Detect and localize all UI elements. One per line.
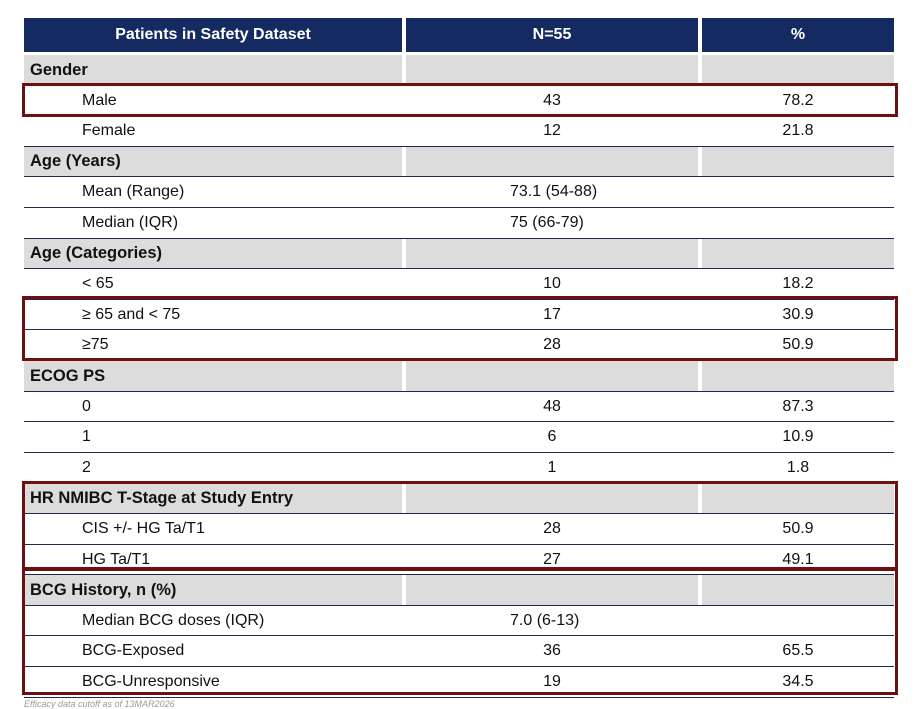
row-label: HG Ta/T1 (82, 550, 151, 568)
highlight-age-65-plus (22, 296, 898, 361)
row-value: 73.1 (54-88) (510, 183, 598, 201)
row-percent: 50.9 (782, 520, 814, 537)
highlight-male (22, 83, 898, 117)
row-label: Mean (Range) (82, 183, 185, 201)
row-count: 10 (543, 275, 561, 293)
row-percent: 65.5 (782, 642, 814, 660)
row-divider (24, 207, 894, 208)
row-divider (24, 268, 894, 270)
row-divider (24, 145, 894, 147)
row-divider (24, 513, 894, 514)
row-count: 27 (543, 550, 561, 568)
row-label: ≥ 65 and < 75 (82, 305, 181, 323)
row-count: 17 (543, 305, 561, 323)
row-count: 12 (543, 122, 561, 140)
row-divider (24, 329, 894, 331)
row-label: ≥75 (82, 336, 109, 354)
table-row: Female 12 21.8 (24, 116, 894, 146)
table-row: < 65 10 18.2 (24, 269, 894, 299)
table-row: Median (IQR) 75 (66-79) (24, 208, 894, 238)
row-count: 28 (543, 336, 561, 354)
header-n: N=55 (406, 18, 698, 52)
table-row: BCG-Exposed 36 65.5 (24, 636, 894, 666)
row-count: 6 (547, 428, 557, 446)
section-label: Age (Years) (30, 152, 121, 171)
section-header-row: Age (Years) (24, 146, 894, 177)
section-header-row: HR NMIBC T-Stage at Study Entry (24, 483, 894, 514)
row-count: 48 (543, 397, 561, 415)
footnote: Efficacy data cutoff as of 13MAR2026 (24, 699, 175, 709)
table-row: CIS +/- HG Ta/T1 28 50.9 (24, 514, 894, 544)
row-count: 1 (547, 458, 557, 476)
row-divider (24, 237, 894, 239)
section-header-row: Age (Categories) (24, 238, 894, 269)
row-label: BCG-Unresponsive (82, 673, 220, 690)
row-count: 28 (543, 520, 561, 537)
row-divider (24, 451, 894, 453)
row-divider (24, 543, 894, 545)
header-patients: Patients in Safety Dataset (24, 18, 402, 52)
row-count: 36 (543, 642, 561, 660)
row-label: Male (82, 91, 117, 109)
row-label: < 65 (82, 275, 114, 293)
row-label: BCG-Exposed (82, 642, 185, 660)
row-label: 2 (82, 458, 91, 476)
row-percent: 10.9 (782, 428, 814, 446)
row-percent: 30.9 (782, 305, 814, 323)
table-row: ≥75 28 50.9 (24, 330, 894, 360)
highlight-t-stage (22, 481, 898, 570)
row-percent: 21.8 (782, 122, 814, 140)
row-label: 0 (82, 397, 91, 415)
table-row: Median BCG doses (IQR) 7.0 (6-13) (24, 606, 894, 636)
row-divider (24, 635, 894, 637)
row-count: 43 (543, 91, 561, 109)
table-row: BCG-Unresponsive 19 34.5 (24, 667, 894, 697)
row-value: 75 (66-79) (510, 214, 584, 231)
section-label: Age (Categories) (30, 244, 163, 263)
row-percent: 78.2 (782, 91, 814, 109)
row-divider (24, 421, 894, 423)
row-percent: 34.5 (782, 673, 814, 690)
row-label: Female (82, 122, 136, 140)
row-label: 1 (82, 428, 91, 446)
row-label: Median BCG doses (IQR) (82, 611, 265, 629)
row-count: 19 (543, 673, 561, 690)
table-row: 0 48 87.3 (24, 392, 894, 422)
section-header-row: Gender (24, 55, 894, 85)
row-divider (24, 696, 894, 698)
highlight-bcg-history (22, 568, 898, 695)
row-divider (24, 390, 894, 392)
row-percent: 18.2 (782, 275, 814, 293)
row-percent: 1.8 (786, 458, 810, 476)
table-row: HG Ta/T1 27 49.1 (24, 545, 894, 575)
section-label: BCG History, n (%) (30, 580, 177, 599)
row-percent: 87.3 (782, 397, 814, 415)
row-divider (24, 604, 894, 606)
section-label: ECOG PS (30, 366, 106, 385)
section-header-row: ECOG PS (24, 361, 894, 391)
row-value: 7.0 (6-13) (510, 611, 580, 629)
table-row: ≥ 65 and < 75 17 30.9 (24, 300, 894, 330)
section-label: HR NMIBC T-Stage at Study Entry (30, 488, 294, 507)
row-divider (24, 666, 894, 667)
row-divider (24, 574, 894, 576)
row-percent: 49.1 (782, 550, 814, 568)
row-divider (24, 176, 894, 178)
row-label: Median (IQR) (82, 214, 179, 231)
row-divider (24, 298, 894, 300)
header-percent: % (702, 18, 894, 52)
section-label: Gender (30, 60, 88, 79)
row-label: CIS +/- HG Ta/T1 (82, 520, 205, 537)
table-row: 2 1 1.8 (24, 453, 894, 483)
row-percent: 50.9 (782, 336, 814, 354)
table-row: 1 6 10.9 (24, 422, 894, 452)
table-row: Male 43 78.2 (24, 86, 894, 116)
section-header-row: BCG History, n (%) (24, 575, 894, 606)
table-row: Mean (Range) 73.1 (54-88) (24, 177, 894, 207)
